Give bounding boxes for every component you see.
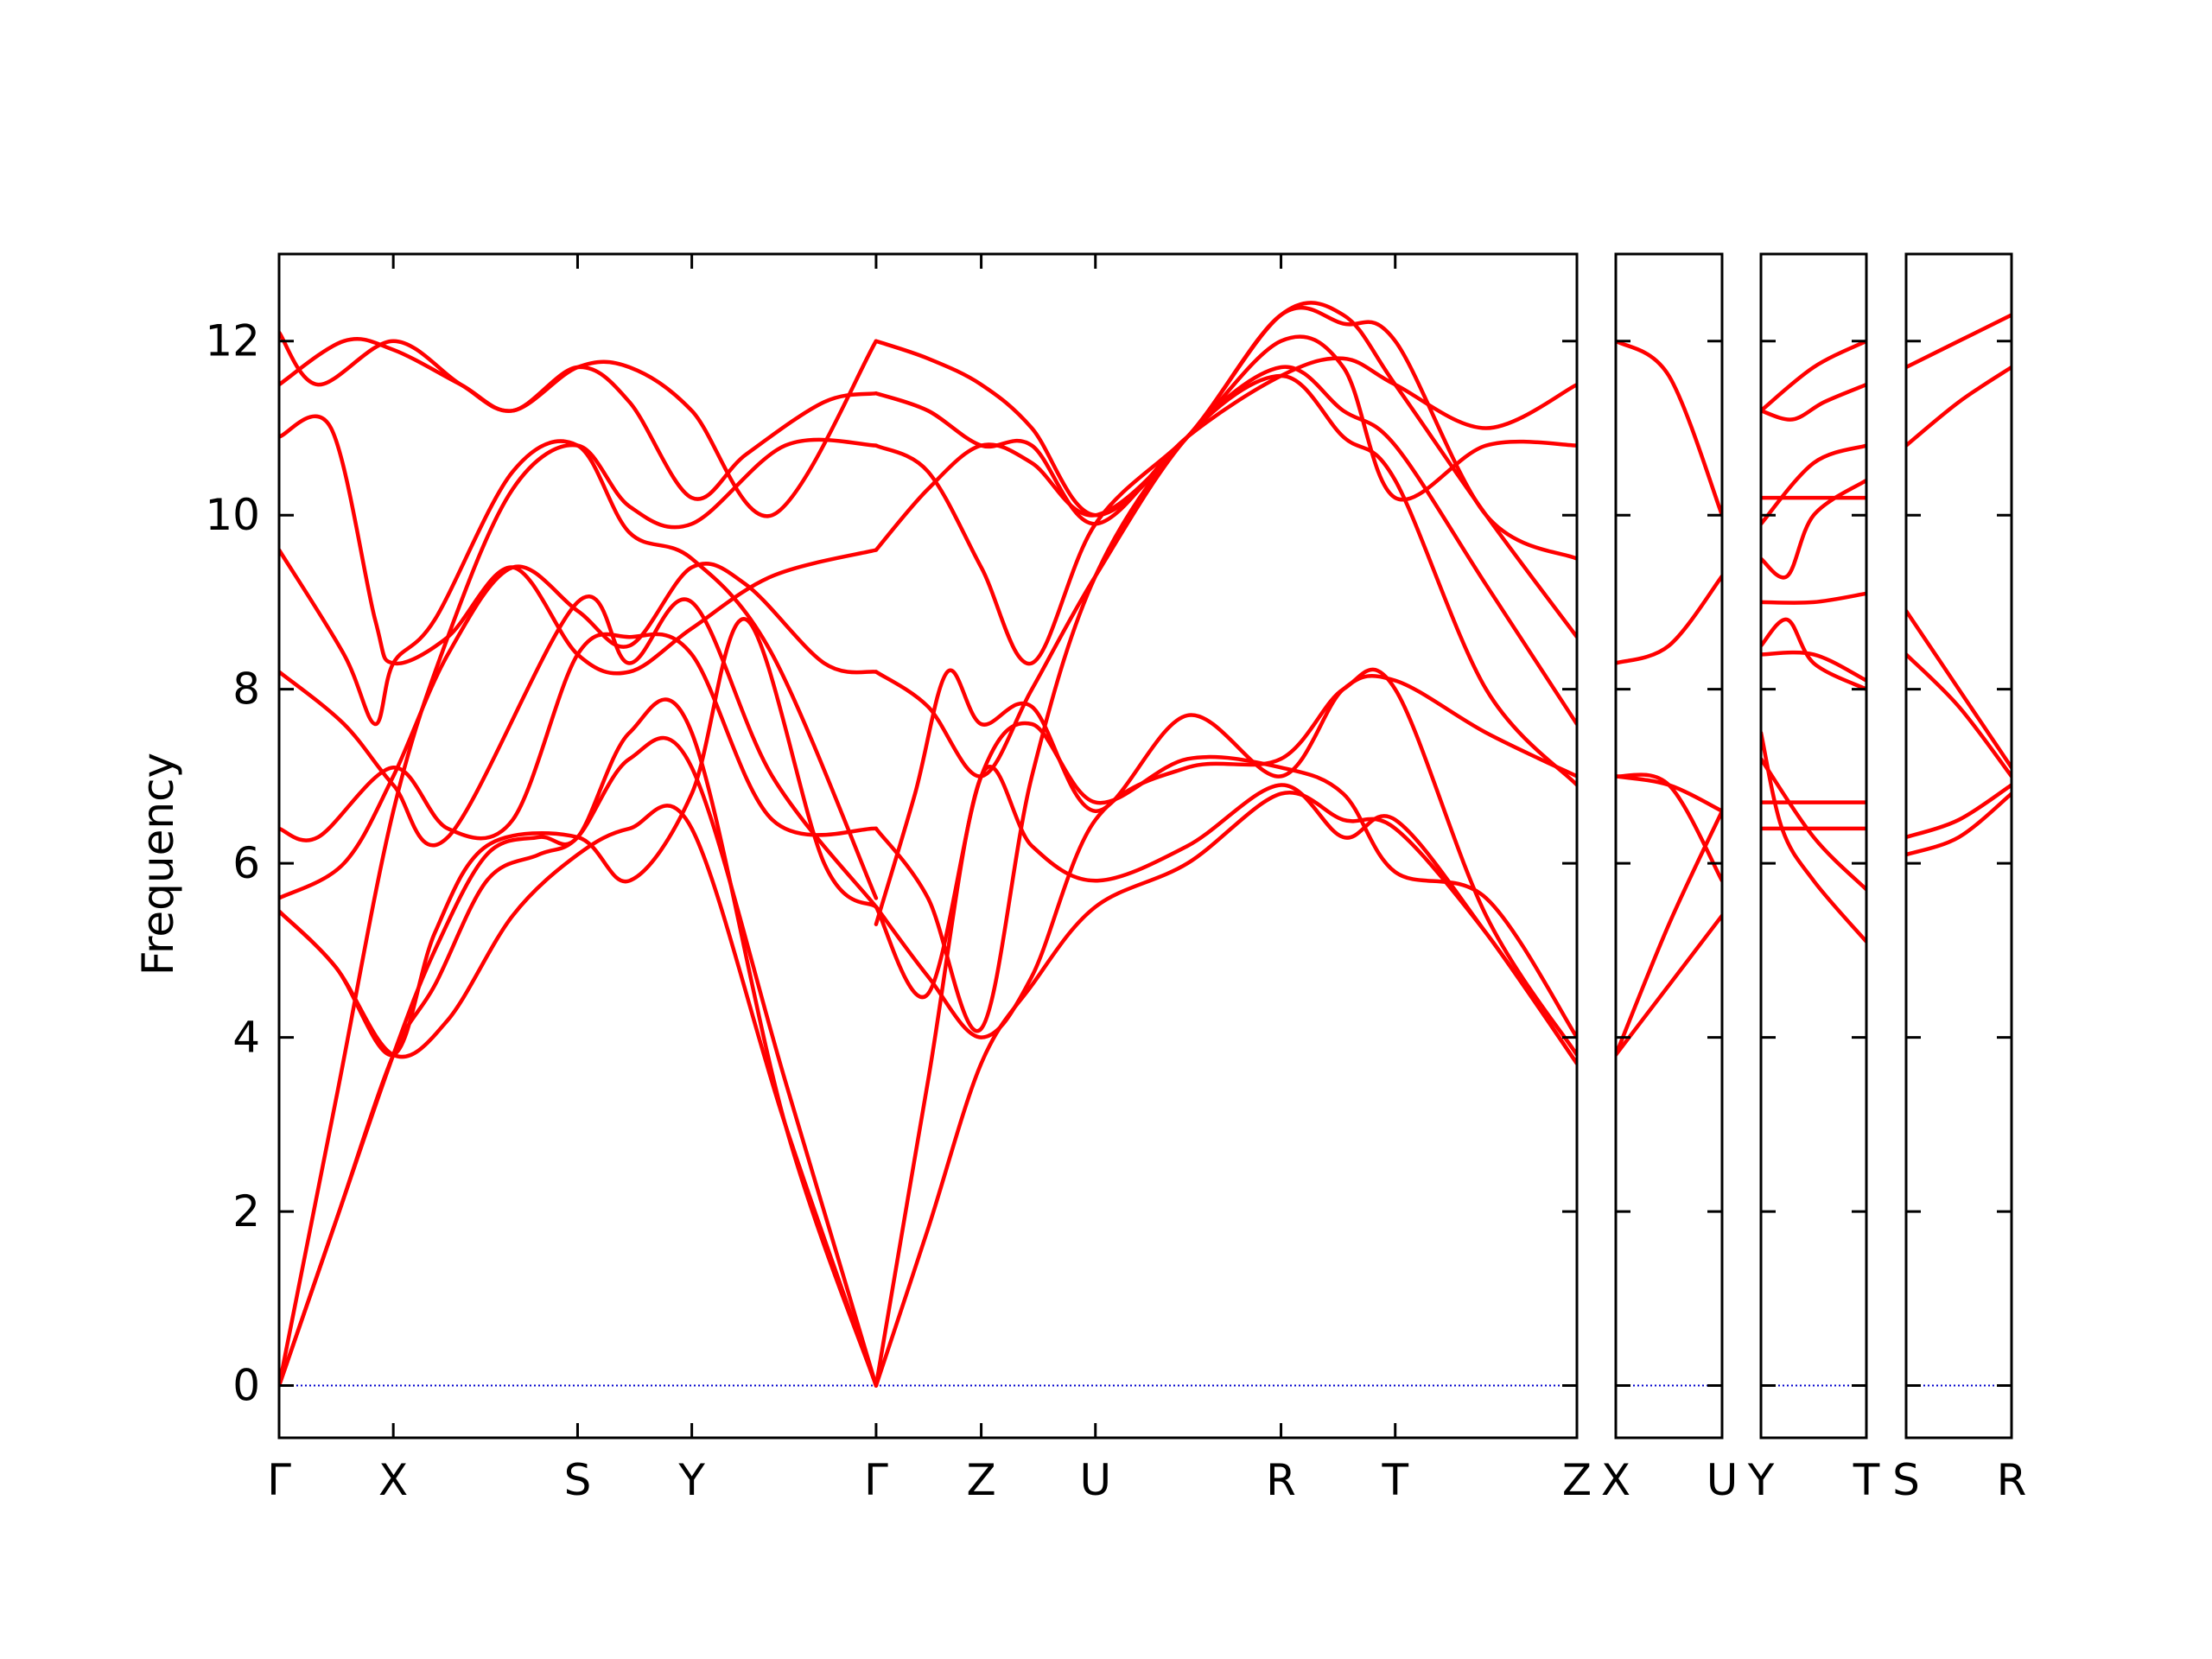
x-tick-label: U [1079, 1455, 1111, 1505]
band-line [279, 697, 879, 1388]
x-tick-label: Y [1747, 1455, 1775, 1505]
x-tick-label: Γ [864, 1455, 888, 1505]
band-line [874, 765, 1577, 1388]
y-tick-label: 4 [232, 1013, 260, 1063]
band-line [874, 365, 1577, 779]
y-tick-label: 6 [232, 838, 260, 888]
band-line [1906, 791, 2012, 857]
x-tick-label: T [1381, 1455, 1408, 1505]
band-line [279, 414, 879, 676]
y-tick-label: 12 [205, 316, 260, 366]
band-line [1616, 339, 1722, 518]
band-line [874, 305, 1577, 561]
band-line [279, 804, 879, 1388]
bands [1906, 313, 2012, 857]
bands [1761, 339, 1866, 944]
x-tick-label: S [1892, 1455, 1920, 1505]
band-line [1761, 478, 1866, 580]
x-tick-label: X [378, 1455, 408, 1505]
panel-frame [277, 252, 1579, 1440]
panel-1: Γ X S Y Γ Z U R T Z 0 2 4 6 8 10 12 [205, 252, 1592, 1505]
band-line [1906, 783, 2012, 840]
band-line [1761, 382, 1866, 422]
band-line [1906, 608, 2012, 770]
x-tick-label: Y [677, 1455, 705, 1505]
y-tick-label: 2 [232, 1186, 260, 1236]
band-line [1616, 809, 1722, 1058]
band-line [874, 790, 1577, 1388]
band-line [279, 330, 879, 501]
y-axis-label: Frequency [133, 753, 183, 976]
x-tick-label: R [1997, 1455, 2027, 1505]
x-tick-label: S [564, 1455, 592, 1505]
band-line [1616, 772, 1722, 883]
band-line [1906, 313, 2012, 370]
band-line [874, 667, 1577, 1058]
panel-frame [1614, 252, 1724, 1440]
x-tick-label: T [1853, 1455, 1880, 1505]
x-tick-label: X [1601, 1455, 1630, 1505]
bands [1616, 339, 1722, 1058]
x-tick-label: U [1707, 1455, 1738, 1505]
x-tick-label: Z [966, 1455, 995, 1505]
band-line [279, 437, 879, 1388]
band-line [1616, 774, 1722, 813]
panel-frame [1759, 252, 1868, 1440]
band-line [874, 356, 1577, 526]
y-tick-label: 8 [232, 664, 260, 715]
band-line [279, 439, 879, 900]
band-line [1906, 652, 2012, 779]
band-line [1761, 617, 1866, 691]
x-tick-label: R [1266, 1455, 1296, 1505]
band-line [874, 668, 1577, 926]
band-line [1761, 339, 1866, 413]
y-tick-label: 10 [205, 490, 260, 540]
band-line [1761, 757, 1866, 892]
band-line [279, 632, 879, 842]
y-tick-label: 0 [232, 1361, 260, 1411]
band-line [1616, 913, 1722, 1058]
band-line [1616, 574, 1722, 665]
x-tick-label: Γ [267, 1455, 291, 1505]
bands [279, 301, 1577, 1388]
band-line [874, 373, 1577, 1033]
band-line [1761, 650, 1866, 683]
band-line [1761, 591, 1866, 605]
band-line [279, 562, 879, 900]
band-line [874, 301, 1577, 639]
x-tick-label: Z [1562, 1455, 1592, 1505]
band-line [1761, 443, 1866, 526]
panel-frame [1904, 252, 2013, 1440]
band-line [279, 337, 879, 518]
band-line [1906, 365, 2012, 448]
band-line [279, 617, 879, 1058]
band-line [279, 594, 879, 909]
band-line [874, 721, 1577, 1039]
